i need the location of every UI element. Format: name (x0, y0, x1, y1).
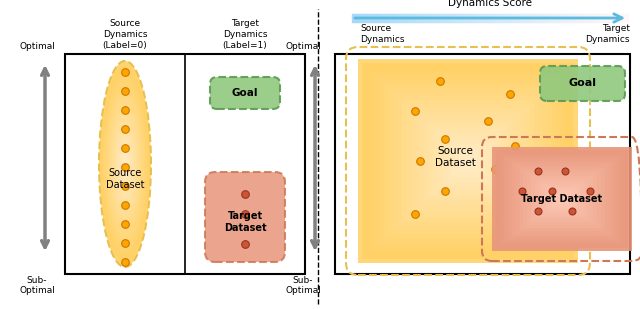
Text: Source
Dynamics: Source Dynamics (360, 24, 404, 44)
Ellipse shape (124, 159, 126, 169)
FancyBboxPatch shape (543, 184, 582, 214)
Ellipse shape (106, 87, 145, 241)
FancyBboxPatch shape (437, 133, 499, 189)
FancyBboxPatch shape (492, 147, 632, 251)
Ellipse shape (102, 71, 148, 257)
Text: Source
Dataset: Source Dataset (435, 146, 476, 168)
Ellipse shape (104, 82, 146, 246)
Ellipse shape (121, 149, 129, 180)
FancyBboxPatch shape (547, 188, 577, 210)
FancyBboxPatch shape (362, 63, 573, 259)
Text: Target Dataset: Target Dataset (522, 194, 603, 204)
FancyBboxPatch shape (424, 120, 512, 202)
Ellipse shape (108, 97, 142, 231)
Ellipse shape (120, 143, 130, 184)
Ellipse shape (112, 112, 138, 215)
FancyBboxPatch shape (511, 161, 612, 237)
Ellipse shape (116, 128, 134, 200)
Text: Optimal: Optimal (285, 42, 321, 51)
Text: Sub-
Optimal: Sub- Optimal (285, 276, 321, 295)
FancyBboxPatch shape (442, 137, 495, 185)
Ellipse shape (107, 92, 143, 236)
Text: Target
Dynamics
(Label=1): Target Dynamics (Label=1) (223, 19, 268, 50)
Text: Source
Dataset: Source Dataset (106, 168, 144, 190)
Ellipse shape (109, 102, 141, 226)
FancyBboxPatch shape (460, 153, 477, 169)
FancyBboxPatch shape (558, 196, 566, 202)
FancyBboxPatch shape (420, 116, 516, 206)
FancyBboxPatch shape (433, 128, 503, 194)
FancyBboxPatch shape (527, 173, 597, 225)
Bar (335, 54, 630, 274)
FancyBboxPatch shape (205, 172, 285, 262)
FancyBboxPatch shape (389, 87, 547, 235)
Text: Target
Dynamics: Target Dynamics (586, 24, 630, 44)
FancyBboxPatch shape (376, 75, 561, 247)
FancyBboxPatch shape (428, 124, 508, 198)
Ellipse shape (117, 133, 133, 195)
FancyBboxPatch shape (455, 149, 481, 173)
Ellipse shape (113, 118, 137, 210)
FancyBboxPatch shape (550, 190, 573, 208)
FancyBboxPatch shape (504, 156, 620, 242)
Ellipse shape (118, 138, 131, 190)
FancyBboxPatch shape (463, 157, 472, 165)
Text: Source
Dynamics
(Label=0): Source Dynamics (Label=0) (102, 19, 147, 50)
Text: Goal: Goal (568, 78, 596, 88)
FancyBboxPatch shape (523, 170, 601, 228)
FancyBboxPatch shape (535, 179, 589, 219)
FancyBboxPatch shape (446, 141, 490, 181)
Text: Optimal: Optimal (19, 42, 55, 51)
Text: Sub-
Optimal: Sub- Optimal (19, 276, 55, 295)
FancyBboxPatch shape (451, 145, 486, 177)
Text: Goal: Goal (232, 88, 259, 98)
FancyBboxPatch shape (210, 77, 280, 109)
Ellipse shape (115, 123, 136, 205)
FancyBboxPatch shape (393, 92, 543, 231)
FancyBboxPatch shape (367, 67, 569, 255)
FancyBboxPatch shape (531, 176, 593, 222)
FancyBboxPatch shape (402, 100, 534, 222)
FancyBboxPatch shape (411, 108, 525, 214)
FancyBboxPatch shape (500, 153, 624, 245)
FancyBboxPatch shape (519, 167, 605, 231)
Ellipse shape (111, 107, 140, 221)
Text: Dynamics Score: Dynamics Score (448, 0, 532, 8)
Ellipse shape (99, 61, 151, 267)
FancyBboxPatch shape (406, 104, 530, 218)
Ellipse shape (100, 66, 150, 262)
Ellipse shape (103, 76, 147, 252)
FancyBboxPatch shape (508, 159, 616, 239)
FancyBboxPatch shape (539, 182, 586, 216)
FancyBboxPatch shape (397, 96, 538, 226)
FancyBboxPatch shape (540, 66, 625, 101)
FancyBboxPatch shape (415, 112, 521, 210)
FancyBboxPatch shape (358, 59, 578, 263)
FancyBboxPatch shape (380, 79, 556, 243)
FancyBboxPatch shape (496, 150, 628, 248)
FancyBboxPatch shape (554, 193, 570, 205)
Bar (65, 54, 305, 274)
Text: Target
Dataset: Target Dataset (224, 211, 266, 233)
Ellipse shape (122, 154, 127, 174)
FancyBboxPatch shape (385, 83, 552, 239)
FancyBboxPatch shape (371, 71, 564, 251)
FancyBboxPatch shape (515, 164, 609, 234)
